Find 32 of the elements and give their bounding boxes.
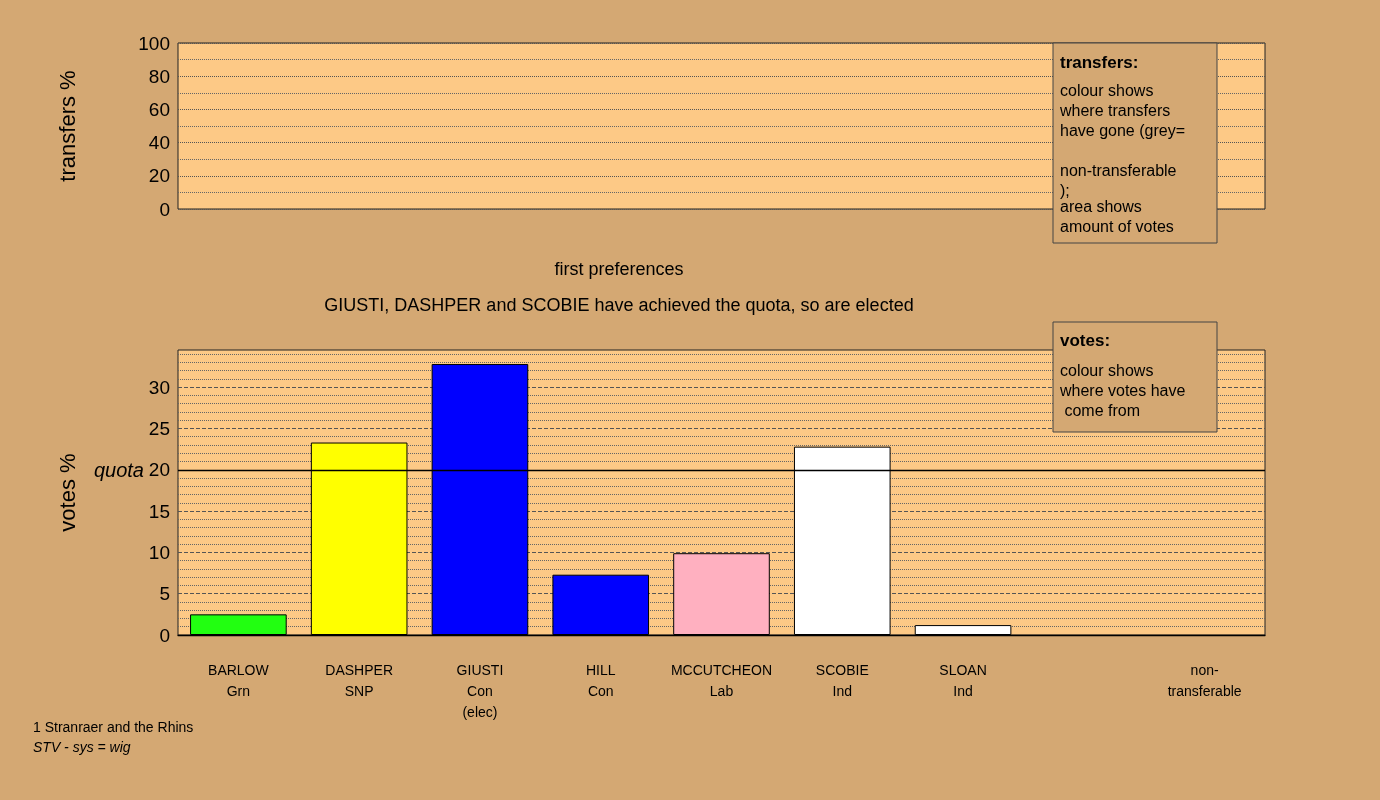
y-tick-label: 25	[148, 417, 170, 439]
y-tick-label: 10	[148, 541, 170, 563]
y-tick-label: 40	[148, 132, 170, 154]
y-tick-label: 0	[159, 624, 170, 646]
x-tick-label: DASHPER SNP	[325, 661, 394, 699]
ref-line-label: quota	[93, 458, 144, 481]
y-tick-label: 80	[148, 65, 170, 87]
x-tick-label: MCCUTCHEON Lab	[670, 661, 773, 699]
y-tick-label: 20	[148, 459, 170, 481]
x-tick-label: BARLOW Grn	[208, 661, 270, 699]
x-tick-label: GIUSTI Con (elec)	[456, 661, 504, 720]
chart-title: first preferences	[554, 259, 684, 279]
x-tick-label: SLOAN Ind	[939, 661, 987, 699]
text: colour shows where transfers have gone (grey= non-transferable);	[1060, 81, 1185, 199]
y-tick-label: 0	[159, 198, 170, 220]
y-axis-title: transfers %	[54, 70, 80, 182]
y-tick-label: 30	[148, 376, 170, 398]
y-tick-label: 100	[138, 32, 170, 54]
y-tick-label: 15	[148, 500, 170, 522]
x-tick-label: non-transferable	[1167, 661, 1242, 699]
y-tick-label: 5	[159, 583, 170, 605]
y-axis-title: votes %	[54, 453, 80, 532]
annotation: transfers:	[1060, 52, 1139, 72]
y-tick-label: 20	[148, 165, 170, 187]
text: votes:	[1060, 330, 1111, 350]
text: STV - sys = wig	[33, 738, 131, 755]
x-tick-label: SCOBIE Ind	[815, 661, 869, 699]
annotation: colour shows where votes have come from	[1059, 361, 1186, 419]
text: 1 Stranraer and the Rhins	[33, 718, 194, 735]
y-tick-label: 60	[148, 98, 170, 120]
x-tick-label: HILL Con	[585, 661, 616, 699]
chart-subtitle: GIUSTI, DASHPER and SCOBIE have achieved the quota, so are elected	[324, 295, 914, 315]
